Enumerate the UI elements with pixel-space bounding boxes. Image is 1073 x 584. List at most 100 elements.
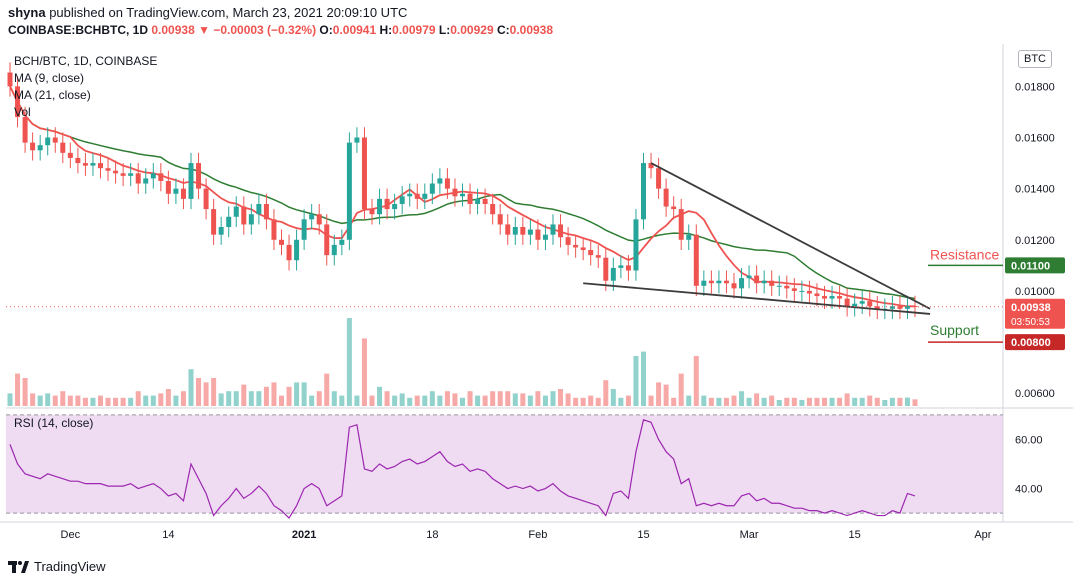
candle-body — [716, 280, 722, 284]
volume-bar — [324, 373, 330, 406]
candle-body — [135, 173, 141, 184]
tradingview-brand[interactable]: TradingView — [34, 559, 106, 574]
candle — [784, 275, 790, 299]
volume-bar — [354, 395, 360, 406]
volume-bar — [761, 397, 767, 406]
legend-ma21[interactable]: MA (21, close) — [14, 88, 91, 102]
volume-bar — [452, 393, 458, 406]
candle-body — [822, 296, 827, 299]
candle — [708, 270, 714, 294]
candle-body — [588, 250, 594, 256]
price-chart-svg[interactable]: 0.01800 0.01600 0.01400 0.01200 0.01000 0.006… — [0, 44, 1073, 549]
candle — [716, 270, 722, 294]
candle-body — [399, 196, 405, 204]
publisher-name[interactable]: shyna — [8, 5, 46, 20]
volume-bar — [874, 397, 880, 406]
candle — [241, 196, 247, 235]
candle-body — [120, 173, 126, 176]
volume-bar — [369, 395, 375, 406]
candle — [595, 244, 601, 268]
candle-body — [82, 163, 88, 166]
legend-vol[interactable]: Vol — [14, 105, 31, 119]
volume-bar — [241, 384, 247, 406]
volume-bar — [339, 395, 345, 406]
candle-body — [331, 244, 337, 256]
candle — [422, 183, 428, 210]
legend-rsi[interactable]: RSI (14, close) — [14, 416, 94, 430]
candle-body — [113, 170, 119, 174]
volume-bar — [897, 397, 903, 406]
candle-body — [844, 298, 850, 307]
candle — [603, 247, 609, 291]
open-value: 0.00941 — [332, 23, 377, 37]
candle-body — [784, 285, 790, 289]
candle — [874, 296, 880, 320]
candle — [437, 168, 443, 194]
volume-bar — [708, 397, 714, 406]
candle — [618, 255, 624, 279]
volume-bar — [701, 395, 707, 406]
candle-body — [196, 163, 202, 189]
volume-bar — [444, 391, 450, 406]
volume-bar — [580, 397, 586, 406]
candle — [188, 152, 194, 210]
candle — [814, 283, 820, 307]
volume-bar — [113, 397, 119, 406]
legend-ma9[interactable]: MA (9, close) — [14, 71, 85, 85]
candle-body — [625, 265, 631, 271]
candle — [701, 270, 707, 297]
volume-bar — [331, 391, 337, 406]
candle — [414, 183, 420, 210]
candle — [799, 280, 805, 302]
time-tick-label: Mar — [740, 529, 759, 541]
volume-bar — [429, 391, 435, 406]
volume-bar — [437, 395, 443, 406]
volume-bar — [173, 395, 179, 406]
volume-bar — [45, 393, 51, 406]
volume-bar — [256, 391, 262, 406]
volume-bar — [550, 391, 556, 406]
volume-bar — [377, 386, 383, 406]
close-label: C: — [496, 23, 510, 37]
candle-body — [165, 180, 171, 194]
volume-bar — [565, 393, 571, 406]
candle-body — [294, 239, 300, 261]
chart-legend: BCH/BTC, 1D, COINBASE MA (9, close) MA (… — [14, 53, 157, 121]
volume-bar — [271, 382, 277, 406]
candle — [369, 198, 375, 225]
candle — [271, 209, 277, 251]
candle-body — [475, 198, 481, 204]
volume-bar — [233, 391, 239, 406]
currency-button[interactable]: BTC — [1018, 50, 1052, 68]
volume-bar — [769, 395, 775, 406]
candle-body — [98, 163, 103, 169]
legend-title[interactable]: BCH/BTC, 1D, COINBASE — [14, 54, 158, 68]
candle-body — [143, 178, 149, 184]
candle — [889, 296, 895, 320]
candle — [60, 132, 66, 164]
volume-bar — [294, 382, 300, 406]
volume-bar — [610, 389, 616, 406]
candle-body — [527, 229, 533, 235]
candle — [482, 188, 488, 215]
tradingview-logo-icon[interactable] — [8, 559, 30, 575]
candle-body — [188, 163, 194, 199]
resistance-value: 0.01100 — [1011, 260, 1050, 272]
candle-body — [701, 280, 707, 286]
candle-body — [739, 278, 745, 289]
candle — [203, 178, 209, 220]
candle-body — [535, 229, 541, 240]
publish-info: shyna published on TradingView.com, Marc… — [8, 5, 407, 20]
volume-bar — [316, 391, 322, 406]
candle-body — [203, 188, 209, 210]
candle-body — [429, 183, 435, 194]
price-tick-label: 0.01200 — [1015, 235, 1055, 247]
volume-bar — [859, 397, 865, 406]
volume-bar — [150, 395, 156, 406]
candle — [90, 152, 96, 176]
candle-body — [648, 163, 654, 169]
rsi-tick-label: 60.00 — [1015, 434, 1043, 446]
candle — [452, 178, 458, 207]
candle-body — [444, 178, 450, 189]
chart-area[interactable]: 0.01800 0.01600 0.01400 0.01200 0.01000 0.006… — [0, 44, 1073, 549]
